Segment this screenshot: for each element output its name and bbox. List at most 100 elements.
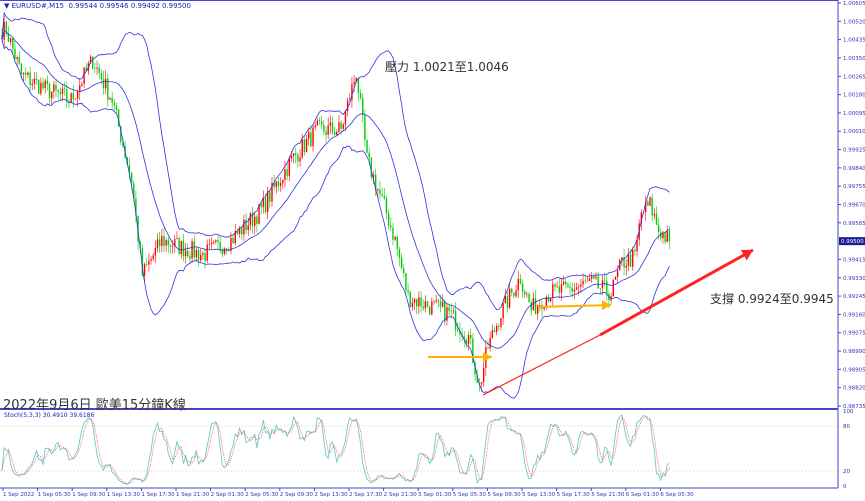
candle-body	[517, 278, 519, 291]
candle	[167, 237, 170, 253]
candle-body	[400, 257, 403, 269]
candle	[161, 229, 163, 253]
candle	[38, 79, 40, 95]
candle	[279, 177, 282, 192]
candle-body	[7, 34, 10, 42]
candle-body	[552, 284, 554, 298]
candle-body	[565, 281, 567, 285]
candle	[381, 187, 383, 198]
candle	[435, 294, 437, 304]
candle-body	[463, 336, 465, 340]
candle	[148, 253, 150, 272]
candle	[364, 109, 366, 147]
candle	[424, 295, 427, 313]
chart-header: ▼ EURUSD#,M15 0.99544 0.99546 0.99492 0.…	[4, 2, 191, 10]
candle-body	[290, 155, 293, 159]
candle	[31, 78, 33, 91]
candle	[197, 247, 200, 267]
support-arrow-left-head	[483, 352, 492, 362]
candle	[282, 179, 284, 190]
candle	[454, 302, 457, 337]
candle-body	[158, 239, 161, 246]
candle	[210, 237, 213, 249]
trendline-arrow	[599, 248, 754, 337]
resistance-annotation: 壓力 1.0021至1.0046	[385, 60, 509, 74]
candle	[588, 273, 591, 282]
dropdown-triangle-icon[interactable]: ▼	[4, 2, 12, 10]
x-tick-label: 1 Sep 17:30	[141, 492, 175, 498]
candle	[539, 299, 541, 312]
candle	[44, 78, 46, 94]
candle-body	[165, 239, 167, 246]
candle	[275, 181, 278, 194]
stoch-main-line	[1, 414, 670, 486]
candle-body	[344, 111, 347, 125]
candle-body	[519, 278, 522, 284]
candle-body	[621, 257, 623, 261]
candle	[258, 203, 260, 225]
candle-body	[154, 248, 157, 256]
candle-body	[96, 67, 98, 69]
candle-body	[38, 79, 40, 94]
candle-body	[76, 91, 79, 99]
candle-body	[204, 253, 206, 261]
candle	[22, 72, 25, 82]
candle	[215, 239, 217, 245]
candle-body	[385, 198, 388, 214]
x-tick-label: 1 Sep 2022	[3, 492, 34, 498]
x-tick-label: 5 Sep 05:30	[453, 492, 487, 498]
candle	[349, 93, 351, 101]
candle-body	[545, 296, 548, 307]
candle-body	[394, 236, 396, 240]
candle	[407, 283, 409, 296]
y-tick-label: 0.99670	[843, 203, 865, 209]
candle-body	[169, 245, 172, 247]
candle	[623, 248, 625, 276]
candle	[115, 102, 118, 114]
candle-body	[184, 250, 187, 257]
stoch-level-label: 80	[843, 424, 850, 430]
candle-body	[266, 191, 269, 213]
candle-body	[50, 91, 53, 99]
candle-body	[128, 164, 131, 173]
candle-body	[338, 122, 340, 132]
stoch-signal-line	[1, 416, 670, 485]
candle	[63, 81, 66, 96]
candle	[374, 168, 377, 196]
candle	[277, 176, 280, 192]
symbol-label: EURUSD#,M15	[11, 2, 65, 10]
candle-body	[437, 300, 440, 302]
candle-body	[219, 241, 221, 251]
candle	[251, 206, 254, 234]
candle-body	[57, 90, 59, 92]
candle-body	[42, 82, 44, 89]
candle	[284, 160, 286, 188]
candle-body	[40, 82, 42, 94]
candle-body	[498, 325, 500, 328]
candle-body	[31, 83, 33, 86]
candle-body	[603, 280, 606, 281]
candle	[511, 287, 513, 297]
candle-body	[407, 290, 409, 293]
candle-body	[243, 219, 245, 235]
candle	[513, 292, 515, 299]
candle-body	[143, 264, 146, 276]
candle-body	[413, 298, 416, 303]
candle	[92, 56, 94, 70]
candle	[528, 292, 530, 303]
candle-body	[245, 219, 247, 231]
candle-body	[606, 280, 608, 294]
candle-body	[467, 335, 470, 344]
candle-body	[349, 100, 351, 101]
y-tick-label: 0.99075	[843, 331, 865, 337]
candle	[66, 81, 68, 109]
candle	[552, 279, 554, 307]
candle-body	[264, 198, 267, 213]
candle-body	[524, 291, 526, 295]
candle-body	[254, 216, 256, 226]
candle	[575, 282, 578, 290]
candle-body	[433, 301, 435, 303]
candle-body	[359, 93, 362, 98]
candle-body	[46, 80, 49, 85]
